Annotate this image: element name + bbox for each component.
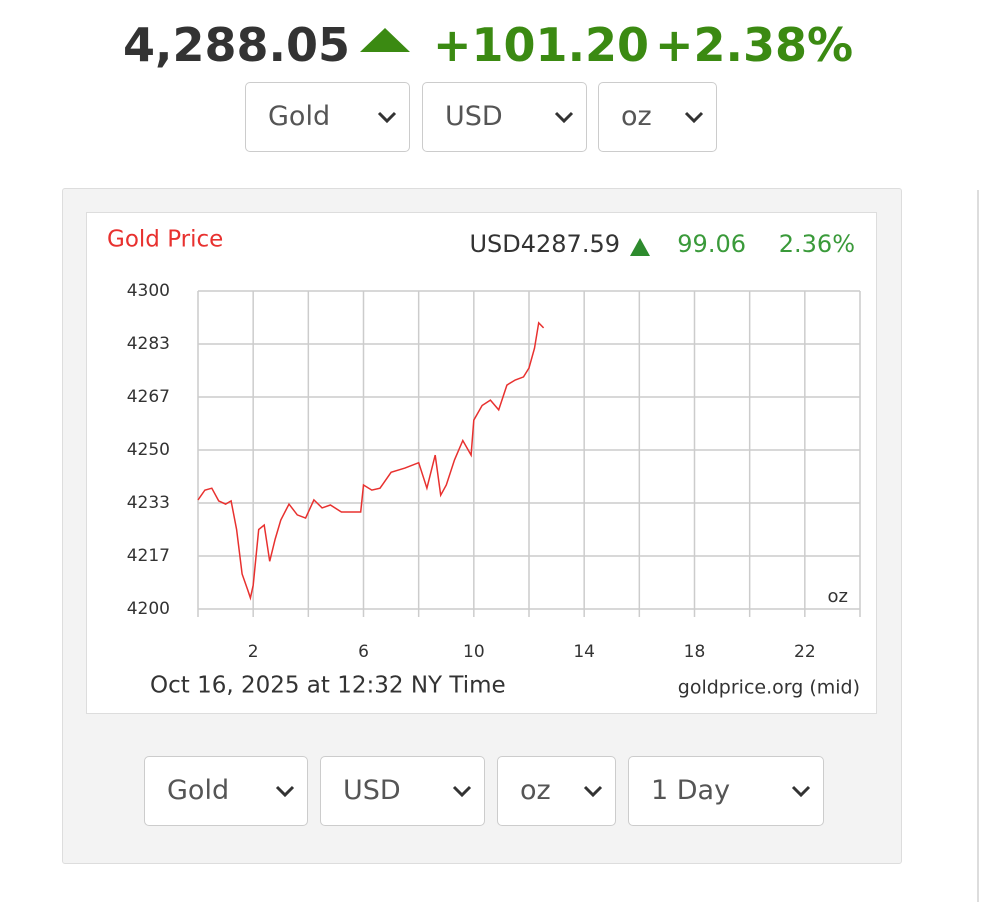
percent: +2.38% xyxy=(655,18,854,72)
y-tick-label: 4233 xyxy=(127,493,170,513)
chevron xyxy=(554,111,574,124)
timestamp: Oct 16, 2025 at 12:32 NY Time xyxy=(150,673,506,699)
y-tick-label: 4267 xyxy=(127,387,170,407)
y-tick-label: 4283 xyxy=(127,334,170,354)
panel-edge xyxy=(977,190,979,902)
y-tick-label: 4200 xyxy=(127,599,170,619)
dropdown-label: Gold xyxy=(167,775,230,806)
dropdown-label: 1 Day xyxy=(651,775,731,806)
dropdown-label: USD xyxy=(445,101,503,132)
up-arrow xyxy=(630,238,650,256)
y-tick-label: 4217 xyxy=(127,546,170,566)
chart-title: Gold Price xyxy=(107,227,223,253)
dropdown-label: oz xyxy=(520,775,551,806)
chart-change: 99.06 xyxy=(677,230,746,258)
dropdown-label: USD xyxy=(343,775,401,806)
x-tick-label: 22 xyxy=(794,642,816,662)
dropdown[interactable]: 1 Day xyxy=(628,756,824,826)
dropdown[interactable]: USD xyxy=(320,756,485,826)
y-tick-label: 4250 xyxy=(127,440,170,460)
chevron xyxy=(583,785,603,798)
dropdown[interactable]: Gold xyxy=(245,82,410,152)
dropdown-label: oz xyxy=(621,101,652,132)
unit-label: oz xyxy=(828,586,848,607)
up-arrow xyxy=(360,28,410,52)
dropdown[interactable]: oz xyxy=(497,756,616,826)
dropdown[interactable]: Gold xyxy=(144,756,308,826)
chart: Gold Price USD4287.59 99.06 2.36% oz Oct… xyxy=(86,212,877,714)
x-tick-label: 18 xyxy=(684,642,706,662)
price-line xyxy=(197,321,545,601)
x-tick-label: 6 xyxy=(358,642,369,662)
x-tick-label: 14 xyxy=(573,642,595,662)
current-price: USD4287.59 xyxy=(469,230,620,258)
chevron xyxy=(452,785,472,798)
chevron xyxy=(275,785,295,798)
x-tick-label: 10 xyxy=(463,642,485,662)
price: 4,288.05 xyxy=(123,18,350,72)
chevron xyxy=(684,111,704,124)
dropdown-label: Gold xyxy=(268,101,331,132)
source: goldprice.org (mid) xyxy=(678,677,860,699)
y-tick-label: 4300 xyxy=(127,281,170,301)
dropdown[interactable]: USD xyxy=(422,82,587,152)
dropdown[interactable]: oz xyxy=(598,82,717,152)
chart-percent: 2.36% xyxy=(779,230,855,258)
chevron xyxy=(791,785,811,798)
change: +101.20 xyxy=(433,18,650,72)
x-tick-label: 2 xyxy=(248,642,259,662)
chevron xyxy=(377,111,397,124)
chart-frame xyxy=(86,212,877,714)
